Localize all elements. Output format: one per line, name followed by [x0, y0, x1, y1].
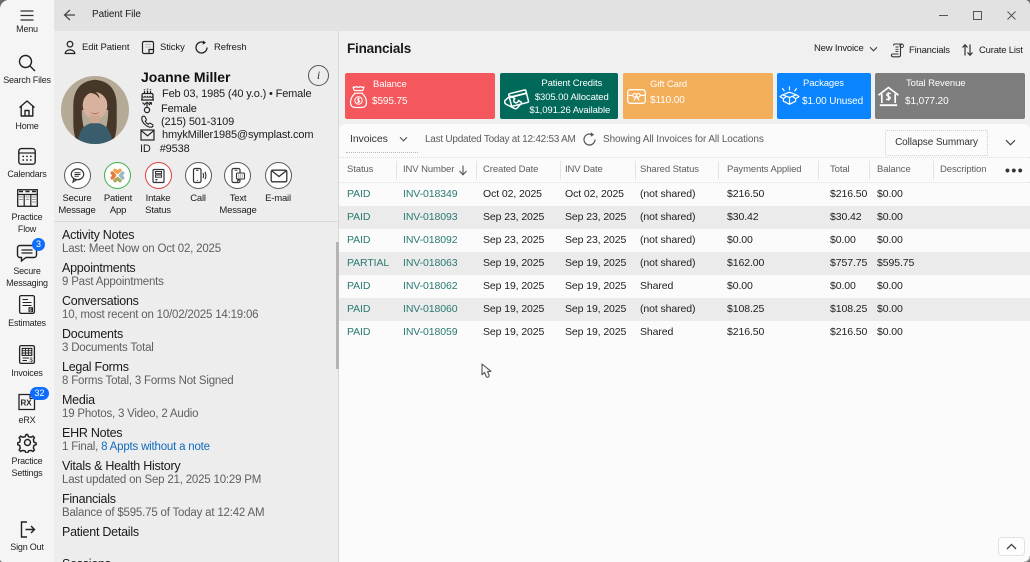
svg-text:RX: RX: [21, 399, 33, 408]
svg-text:$: $: [29, 308, 32, 313]
svg-text:$: $: [30, 358, 34, 364]
